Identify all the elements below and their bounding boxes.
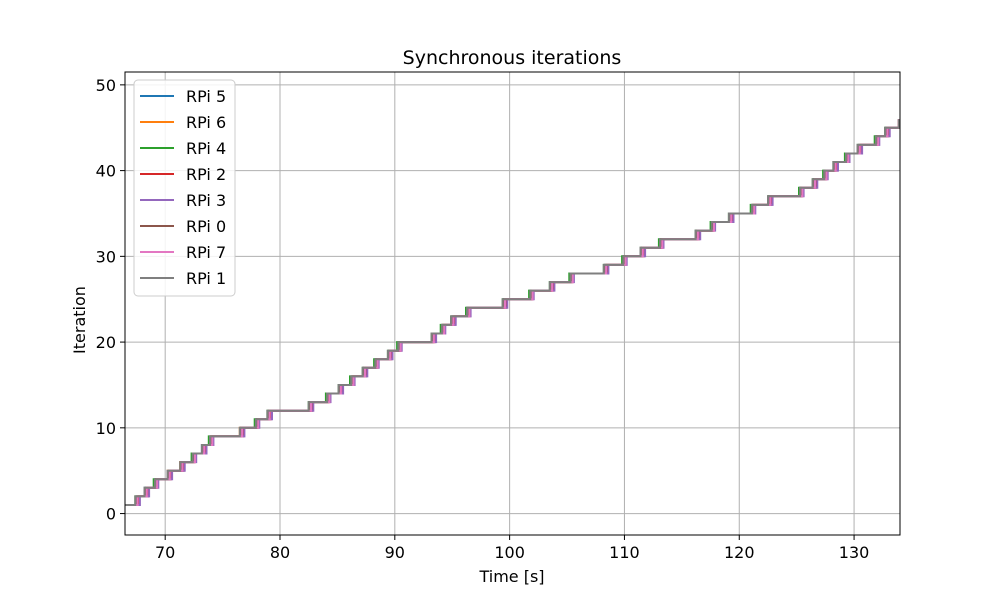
chart-title: Synchronous iterations xyxy=(403,47,622,69)
legend-entry-label: RPi 6 xyxy=(186,113,226,132)
x-tick-label: 70 xyxy=(155,543,175,562)
y-tick-label: 20 xyxy=(96,333,116,352)
legend-entry-label: RPi 0 xyxy=(186,217,226,236)
axes-frame xyxy=(124,71,901,536)
plot-area xyxy=(125,119,900,506)
legend-entry-label: RPi 3 xyxy=(186,191,226,210)
series-line-rpi-7 xyxy=(125,119,900,506)
series-line-rpi-1 xyxy=(125,119,900,506)
x-tick-label: 90 xyxy=(385,543,405,562)
legend: RPi 5 RPi 6 RPi 4 RPi 2 RPi 3 RPi 0 RPi 7 RPi 1 xyxy=(133,79,236,297)
y-tick-label: 10 xyxy=(96,419,116,438)
x-axis: 70 80 90 100 110 120 130 xyxy=(155,535,869,562)
y-tick-label: 50 xyxy=(96,76,116,95)
y-tick-label: 30 xyxy=(96,247,116,266)
legend-entry-label: RPi 1 xyxy=(186,269,226,288)
x-tick-label: 110 xyxy=(609,543,640,562)
x-axis-label: Time [s] xyxy=(478,567,544,586)
y-axis: 0 10 20 30 40 50 xyxy=(96,76,125,524)
series-line-rpi-3 xyxy=(125,119,900,506)
legend-box xyxy=(133,79,236,297)
y-tick-label: 40 xyxy=(96,162,116,181)
x-tick-label: 80 xyxy=(270,543,290,562)
legend-entry-label: RPi 4 xyxy=(186,139,226,158)
legend-entry-label: RPi 2 xyxy=(186,165,226,184)
legend-entry-label: RPi 7 xyxy=(186,243,226,262)
y-tick-label: 0 xyxy=(106,505,116,524)
x-tick-label: 130 xyxy=(839,543,870,562)
x-tick-label: 120 xyxy=(724,543,755,562)
y-axis-label: Iteration xyxy=(70,286,89,354)
x-tick-label: 100 xyxy=(494,543,525,562)
legend-entry-label: RPi 5 xyxy=(186,87,226,106)
